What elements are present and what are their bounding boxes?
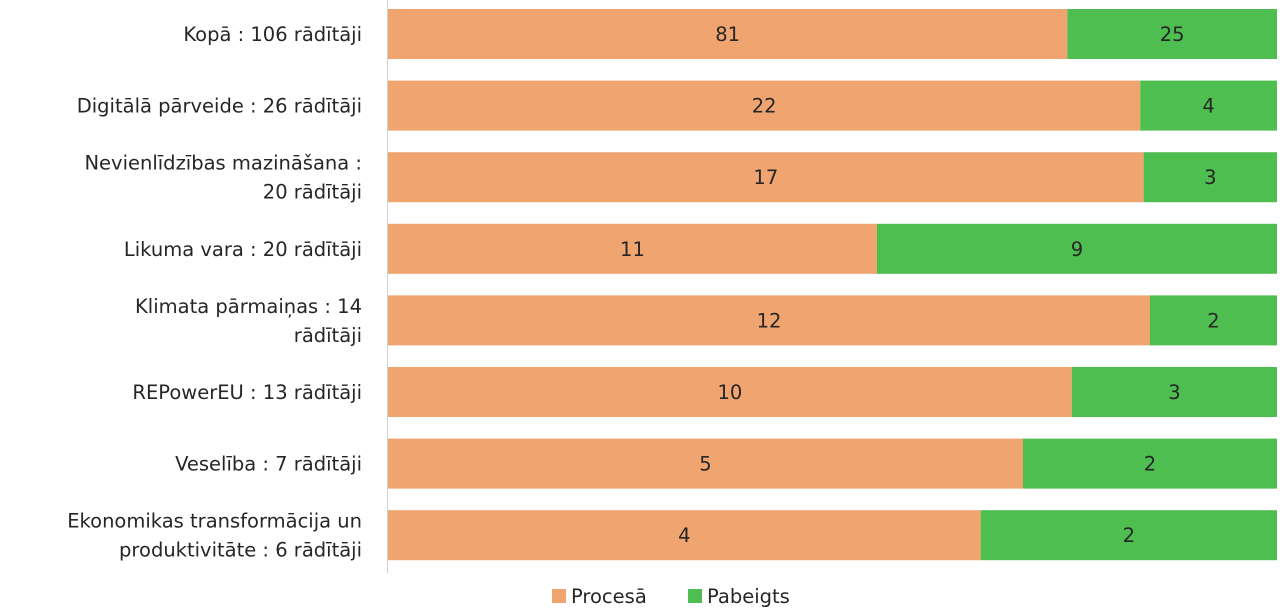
category-label-0: Kopā : 106 rādītāji bbox=[183, 23, 362, 46]
data-label-procesa-2: 17 bbox=[753, 166, 778, 189]
bar-pabeigts-1 bbox=[1140, 80, 1277, 131]
data-label-pabeigts-3: 9 bbox=[1071, 238, 1083, 261]
bar-pabeigts-2 bbox=[1143, 152, 1277, 203]
bar-procesa-7 bbox=[388, 510, 981, 561]
data-label-pabeigts-0: 25 bbox=[1160, 23, 1185, 46]
bar-pabeigts-6 bbox=[1023, 438, 1277, 489]
category-label-6: Veselība : 7 rādītāji bbox=[175, 453, 362, 476]
legend-swatch-procesa bbox=[552, 589, 566, 603]
legend: Procesā Pabeigts bbox=[552, 585, 790, 608]
data-label-procesa-5: 10 bbox=[718, 381, 743, 404]
data-label-procesa-6: 5 bbox=[699, 453, 711, 476]
bar-procesa-5 bbox=[388, 367, 1072, 417]
category-label-7: Ekonomikas transformācija un produktivitā… bbox=[67, 510, 362, 562]
data-label-procesa-0: 81 bbox=[715, 23, 740, 46]
bars-group: 81 25 22 4 17 3 11 9 12 2 10 3 5 2 4 2 bbox=[388, 9, 1277, 561]
category-label-1: Digitālā pārveide : 26 rādītāji bbox=[77, 95, 362, 118]
bar-procesa-6 bbox=[388, 438, 1023, 489]
data-label-pabeigts-4: 2 bbox=[1207, 309, 1219, 332]
category-label-3: Likuma vara : 20 rādītāji bbox=[124, 238, 362, 261]
category-labels-group: Kopā : 106 rādītāji Digitālā pārveide : 2… bbox=[67, 23, 362, 562]
bar-procesa-3 bbox=[388, 223, 877, 274]
legend-label-procesa: Procesā bbox=[571, 585, 647, 608]
data-label-procesa-3: 11 bbox=[620, 238, 645, 261]
bar-procesa-2 bbox=[388, 152, 1144, 203]
data-label-pabeigts-5: 3 bbox=[1168, 381, 1180, 404]
bar-pabeigts-7 bbox=[980, 510, 1277, 561]
data-label-procesa-7: 4 bbox=[678, 524, 690, 547]
category-label-5: REPowerEU : 13 rādītāji bbox=[132, 381, 362, 404]
bar-procesa-1 bbox=[388, 80, 1141, 131]
data-label-pabeigts-2: 3 bbox=[1204, 166, 1216, 189]
bar-pabeigts-4 bbox=[1150, 295, 1277, 346]
data-label-procesa-4: 12 bbox=[757, 309, 782, 332]
data-label-pabeigts-6: 2 bbox=[1144, 453, 1156, 476]
bar-pabeigts-3 bbox=[876, 223, 1277, 274]
category-label-2: Nevienlīdzības mazināšana :20 rādītāji bbox=[84, 152, 362, 204]
data-label-procesa-1: 22 bbox=[752, 95, 777, 118]
bar-pabeigts-0 bbox=[1067, 9, 1277, 59]
bar-procesa-4 bbox=[388, 295, 1150, 346]
bar-pabeigts-5 bbox=[1071, 367, 1277, 417]
legend-swatch-pabeigts bbox=[688, 589, 702, 603]
category-label-4: Klimata pārmaiņas : 14 rādītāji bbox=[135, 295, 362, 347]
bar-procesa-0 bbox=[388, 9, 1068, 59]
data-label-pabeigts-7: 2 bbox=[1123, 524, 1135, 547]
data-label-pabeigts-1: 4 bbox=[1202, 95, 1214, 118]
legend-label-pabeigts: Pabeigts bbox=[707, 585, 790, 608]
